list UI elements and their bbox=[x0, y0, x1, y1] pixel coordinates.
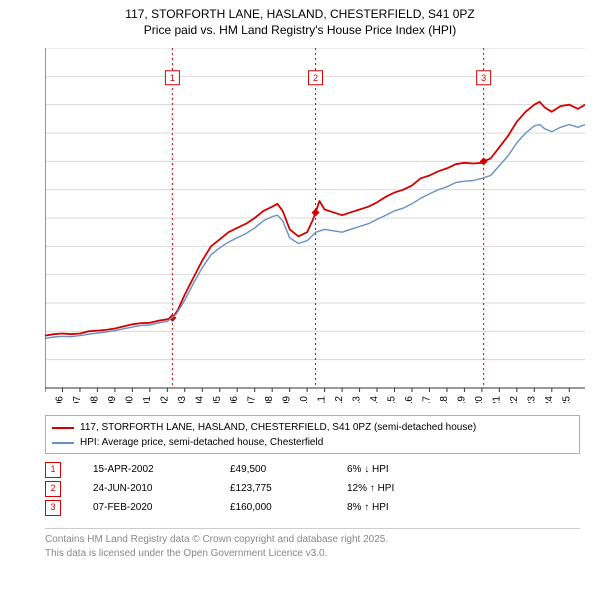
svg-text:2: 2 bbox=[313, 73, 318, 83]
footer-line-2: This data is licensed under the Open Gov… bbox=[45, 547, 580, 561]
svg-text:2018: 2018 bbox=[439, 396, 450, 403]
svg-text:1998: 1998 bbox=[89, 396, 100, 403]
svg-text:2022: 2022 bbox=[509, 396, 520, 403]
legend-item: 117, STORFORTH LANE, HASLAND, CHESTERFIE… bbox=[52, 420, 573, 435]
event-price: £160,000 bbox=[230, 498, 315, 517]
event-delta: 12% ↑ HPI bbox=[347, 479, 467, 498]
svg-text:2011: 2011 bbox=[317, 396, 328, 403]
event-row: 3 07-FEB-2020 £160,000 8% ↑ HPI bbox=[45, 498, 580, 517]
svg-text:1996: 1996 bbox=[54, 396, 65, 403]
svg-text:2020: 2020 bbox=[474, 396, 485, 403]
svg-text:2019: 2019 bbox=[456, 396, 467, 403]
svg-text:2017: 2017 bbox=[421, 396, 432, 403]
svg-text:2025: 2025 bbox=[561, 396, 572, 403]
title-line-2: Price paid vs. HM Land Registry's House … bbox=[0, 22, 600, 38]
event-delta: 6% ↓ HPI bbox=[347, 460, 467, 479]
svg-text:1999: 1999 bbox=[107, 396, 118, 403]
chart-area: £0£20K£40K£60K£80K£100K£120K£140K£160K£1… bbox=[45, 48, 585, 403]
svg-text:2006: 2006 bbox=[229, 396, 240, 403]
svg-text:2003: 2003 bbox=[177, 396, 188, 403]
legend-swatch-icon bbox=[52, 442, 74, 444]
footer-line-1: Contains HM Land Registry data © Crown c… bbox=[45, 533, 580, 547]
legend: 117, STORFORTH LANE, HASLAND, CHESTERFIE… bbox=[45, 415, 580, 454]
svg-text:2016: 2016 bbox=[404, 396, 415, 403]
svg-text:2008: 2008 bbox=[264, 396, 275, 403]
svg-text:1997: 1997 bbox=[72, 396, 83, 403]
svg-text:1995: 1995 bbox=[45, 396, 48, 403]
event-date: 24-JUN-2010 bbox=[93, 479, 198, 498]
legend-label: 117, STORFORTH LANE, HASLAND, CHESTERFIE… bbox=[80, 420, 476, 435]
svg-text:2004: 2004 bbox=[194, 396, 205, 403]
event-marker-icon: 3 bbox=[45, 500, 61, 516]
event-row: 1 15-APR-2002 £49,500 6% ↓ HPI bbox=[45, 460, 580, 479]
svg-text:2001: 2001 bbox=[142, 396, 153, 403]
title-line-1: 117, STORFORTH LANE, HASLAND, CHESTERFIE… bbox=[0, 6, 600, 22]
event-date: 07-FEB-2020 bbox=[93, 498, 198, 517]
line-chart-svg: £0£20K£40K£60K£80K£100K£120K£140K£160K£1… bbox=[45, 48, 585, 403]
event-delta: 8% ↑ HPI bbox=[347, 498, 467, 517]
event-marker-icon: 2 bbox=[45, 481, 61, 497]
svg-text:2005: 2005 bbox=[212, 396, 223, 403]
chart-title: 117, STORFORTH LANE, HASLAND, CHESTERFIE… bbox=[0, 0, 600, 38]
event-price: £49,500 bbox=[230, 460, 315, 479]
svg-text:2014: 2014 bbox=[369, 396, 380, 403]
event-marker-icon: 1 bbox=[45, 462, 61, 478]
svg-text:1: 1 bbox=[170, 73, 175, 83]
svg-text:2010: 2010 bbox=[299, 396, 310, 403]
svg-text:2024: 2024 bbox=[544, 396, 555, 403]
svg-text:2007: 2007 bbox=[247, 396, 258, 403]
svg-text:2012: 2012 bbox=[334, 396, 345, 403]
legend-item: HPI: Average price, semi-detached house,… bbox=[52, 435, 573, 450]
legend-label: HPI: Average price, semi-detached house,… bbox=[80, 435, 323, 450]
event-date: 15-APR-2002 bbox=[93, 460, 198, 479]
event-price: £123,775 bbox=[230, 479, 315, 498]
event-row: 2 24-JUN-2010 £123,775 12% ↑ HPI bbox=[45, 479, 580, 498]
footer: Contains HM Land Registry data © Crown c… bbox=[45, 528, 580, 560]
svg-text:2015: 2015 bbox=[387, 396, 398, 403]
svg-text:2023: 2023 bbox=[526, 396, 537, 403]
svg-text:2009: 2009 bbox=[282, 396, 293, 403]
events-list: 1 15-APR-2002 £49,500 6% ↓ HPI 2 24-JUN-… bbox=[45, 460, 580, 517]
svg-text:2002: 2002 bbox=[159, 396, 170, 403]
legend-swatch-icon bbox=[52, 427, 74, 429]
chart-container: 117, STORFORTH LANE, HASLAND, CHESTERFIE… bbox=[0, 0, 600, 590]
svg-text:3: 3 bbox=[481, 73, 486, 83]
svg-text:2000: 2000 bbox=[124, 396, 135, 403]
svg-text:2021: 2021 bbox=[491, 396, 502, 403]
svg-text:2013: 2013 bbox=[352, 396, 363, 403]
